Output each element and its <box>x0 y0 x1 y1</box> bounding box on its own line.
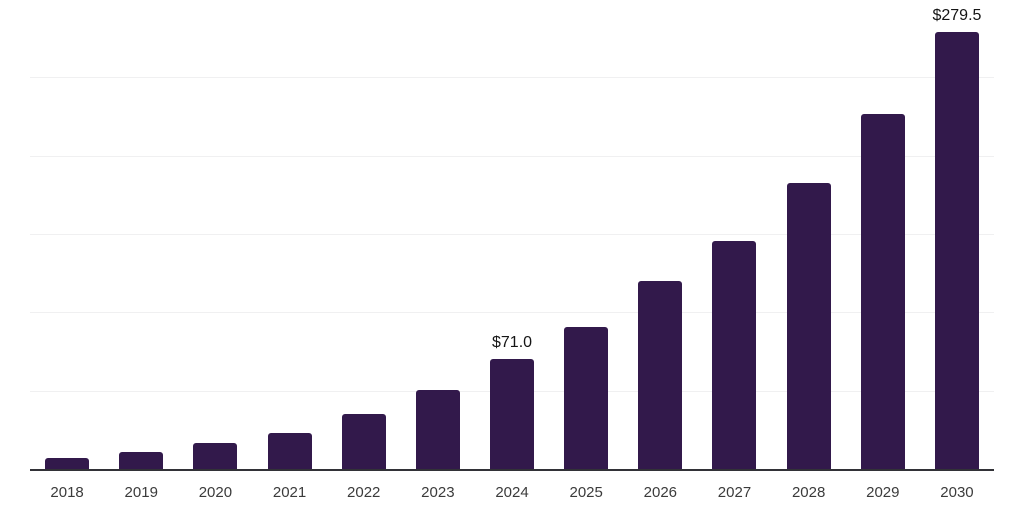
bar-group-2027 <box>697 0 771 470</box>
gridline-250 <box>30 77 994 79</box>
bar-2025 <box>564 327 609 470</box>
x-tick-2028: 2028 <box>791 484 826 501</box>
x-tick-2019: 2019 <box>124 484 158 501</box>
bar-group-2025 <box>549 0 623 470</box>
x-tick-2022: 2022 <box>347 484 381 501</box>
bar-group-2021 <box>252 0 326 470</box>
bar-2022 <box>341 414 386 470</box>
bar-2029 <box>860 114 905 470</box>
bars-row: $71.0 $279.5 <box>30 0 994 470</box>
x-tick-2030: 2030 <box>940 484 974 501</box>
bar-group-2028 <box>772 0 846 470</box>
bar-group-2023 <box>401 0 475 470</box>
data-label-2030: $279.5 <box>932 7 982 25</box>
bar-2028 <box>786 183 831 470</box>
bar-group-2029 <box>846 0 920 470</box>
x-tick-2024: 2024 <box>495 484 529 501</box>
bar-2024 <box>490 358 535 470</box>
bar-2020 <box>193 443 238 470</box>
gridline-200 <box>30 155 994 157</box>
bar-2021 <box>267 433 312 470</box>
x-tick-2020: 2020 <box>198 484 233 501</box>
plot-area: $71.0 $279.5 <box>30 0 994 471</box>
bar-group-2022 <box>327 0 401 470</box>
bar-2026 <box>638 281 683 470</box>
bar-2019 <box>119 452 164 470</box>
x-axis-line <box>30 469 994 471</box>
bar-2030 <box>934 32 979 470</box>
bar-group-2020 <box>178 0 252 470</box>
gridline-100 <box>30 312 994 314</box>
bar-group-2030: $279.5 <box>920 0 994 470</box>
bar-group-2024: $71.0 <box>475 0 549 470</box>
bar-group-2018 <box>30 0 104 470</box>
x-tick-2023: 2023 <box>421 484 455 501</box>
x-tick-2029: 2029 <box>866 484 900 501</box>
x-tick-2025: 2025 <box>569 484 603 501</box>
x-tick-2027: 2027 <box>717 484 752 501</box>
x-tick-2021: 2021 <box>272 484 307 501</box>
gridline-150 <box>30 234 994 235</box>
x-tick-2018: 2018 <box>50 484 84 501</box>
bar-2018 <box>45 458 90 470</box>
x-tick-2026: 2026 <box>643 484 678 501</box>
data-label-2024: $71.0 <box>491 333 533 351</box>
x-axis-tick-labels: 2018 2019 2020 2021 2022 2023 2024 2025 2026 2027… <box>30 470 994 512</box>
bar-group-2026 <box>623 0 697 470</box>
bar-2023 <box>415 390 460 470</box>
bar-2027 <box>712 240 757 470</box>
bar-group-2019 <box>104 0 178 470</box>
